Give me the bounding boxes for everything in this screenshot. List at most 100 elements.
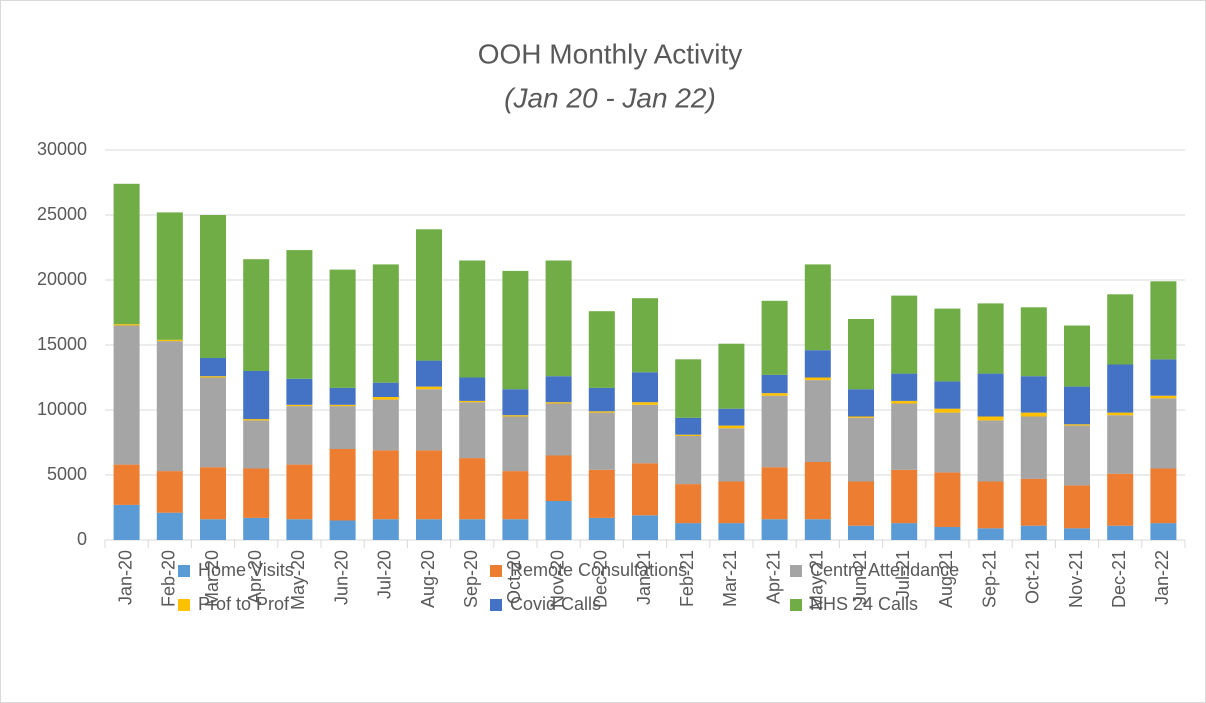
x-tick-label: Feb-20 xyxy=(159,550,179,607)
bar-segment xyxy=(329,520,356,540)
x-tick-label: Dec-21 xyxy=(1109,550,1129,608)
bar-segment xyxy=(113,325,140,465)
legend-swatch xyxy=(490,565,502,577)
bar-segment xyxy=(848,319,874,390)
x-tick-label: Jan-20 xyxy=(115,550,135,605)
bar-segment xyxy=(372,264,399,383)
bar-segment xyxy=(675,523,702,540)
bar-segment xyxy=(372,399,399,451)
bar-segment xyxy=(329,387,356,405)
bar-segment xyxy=(977,416,1004,421)
bar-segment xyxy=(934,412,961,473)
bar-segment xyxy=(977,528,1004,540)
bar-segment xyxy=(891,295,918,374)
bar-segment xyxy=(459,260,486,378)
bar-segment xyxy=(1150,523,1177,540)
bar-segment xyxy=(761,519,788,540)
x-tick-label: May-21 xyxy=(807,550,827,610)
bar-segment xyxy=(286,404,313,407)
bar-segment xyxy=(329,449,356,521)
bar-segment xyxy=(675,434,702,436)
bar-segment xyxy=(761,300,788,375)
bar-segment xyxy=(1107,412,1134,416)
legend-label: Home Visits xyxy=(198,560,294,580)
bar-segment xyxy=(588,517,615,540)
bar-segment xyxy=(718,523,745,540)
bar-segment xyxy=(718,343,745,409)
y-tick-label: 25000 xyxy=(37,204,87,224)
bar-segment xyxy=(632,404,658,464)
bar-segment xyxy=(156,341,183,472)
bar-segment xyxy=(891,523,918,540)
bar-segment xyxy=(1020,525,1047,540)
bar-segment xyxy=(459,458,486,520)
bar-segment xyxy=(416,229,442,361)
bar-segment xyxy=(156,512,183,540)
bar-segment xyxy=(416,450,442,520)
bar-segment xyxy=(588,387,615,412)
bar-segment xyxy=(977,303,1004,374)
bar-segment xyxy=(329,269,356,388)
bar-segment xyxy=(545,501,572,540)
bar-segment xyxy=(891,400,918,404)
bar-segment xyxy=(804,462,831,520)
bar-segment xyxy=(286,406,313,465)
bar-segment xyxy=(200,519,226,540)
x-tick-label: Oct-20 xyxy=(504,550,524,604)
bar-segment xyxy=(372,450,399,520)
bar-segment xyxy=(459,400,486,403)
bar-segment xyxy=(891,469,918,524)
bar-segment xyxy=(848,389,874,417)
bar-segment xyxy=(675,436,702,485)
x-tick-label: Jun-20 xyxy=(331,550,351,605)
bar-segment xyxy=(113,183,140,325)
bar-segment xyxy=(848,417,874,482)
bar-segment xyxy=(416,386,442,390)
legend-label: Prof to Prof xyxy=(198,594,290,614)
bar-segment xyxy=(761,393,788,396)
bar-segment xyxy=(977,420,1004,482)
bar-segment xyxy=(200,358,226,377)
x-tick-label: Mar-20 xyxy=(202,550,222,607)
bar-segment xyxy=(588,411,615,413)
y-tick-label: 20000 xyxy=(37,269,87,289)
bar-segment xyxy=(804,264,831,351)
bar-segment xyxy=(372,397,399,400)
bar-segment xyxy=(502,415,529,417)
bar-segment xyxy=(848,481,874,526)
y-tick-label: 0 xyxy=(77,529,87,549)
x-tick-label: Aug-21 xyxy=(936,550,956,608)
bar-segment xyxy=(502,270,529,390)
bar-segment xyxy=(243,371,270,420)
x-tick-label: Apr-20 xyxy=(245,550,265,604)
bar-segment xyxy=(1064,325,1090,387)
x-tick-label: Apr-21 xyxy=(763,550,783,604)
y-tick-label: 15000 xyxy=(37,334,87,354)
bar-segment xyxy=(1064,425,1090,486)
bar-segment xyxy=(804,377,831,381)
bar-segment xyxy=(329,406,356,449)
bar-segment xyxy=(632,463,658,516)
bar-segment xyxy=(1064,424,1090,426)
bar-segment xyxy=(200,215,226,358)
bar-segment xyxy=(200,376,226,378)
x-tick-label: Feb-21 xyxy=(677,550,697,607)
bar-segment xyxy=(545,376,572,403)
bar-segment xyxy=(1064,528,1090,540)
bar-segment xyxy=(545,260,572,377)
bar-segment xyxy=(502,416,529,472)
bar-segment xyxy=(761,467,788,520)
bar-segment xyxy=(502,519,529,540)
bar-segment xyxy=(113,324,140,326)
bar-segment xyxy=(286,378,313,405)
legend-swatch xyxy=(178,599,190,611)
bar-segment xyxy=(416,519,442,540)
x-tick-label: Nov-21 xyxy=(1066,550,1086,608)
bar-segment xyxy=(588,412,615,470)
bar-segment xyxy=(718,425,745,429)
bar-segment xyxy=(243,259,270,371)
bar-segment xyxy=(459,377,486,401)
bar-segment xyxy=(977,481,1004,529)
x-tick-label: Aug-20 xyxy=(418,550,438,608)
